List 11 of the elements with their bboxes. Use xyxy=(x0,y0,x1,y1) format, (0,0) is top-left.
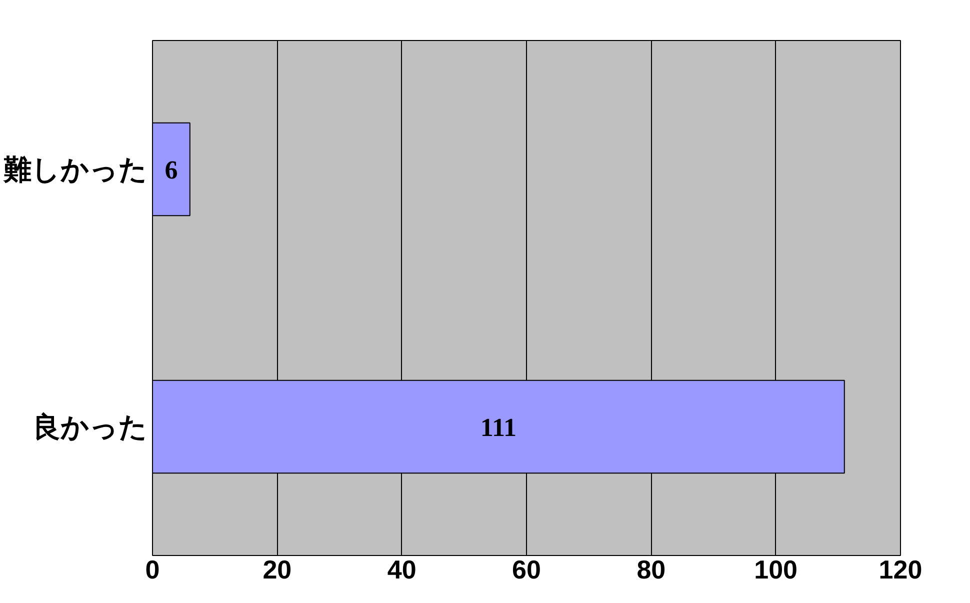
data-label: 6 xyxy=(164,155,178,184)
x-tick-label: 0 xyxy=(145,554,160,584)
x-tick-label: 60 xyxy=(512,554,541,584)
x-tick-label: 100 xyxy=(754,554,798,584)
x-tick-label: 80 xyxy=(636,554,666,584)
x-tick-label: 20 xyxy=(262,554,292,584)
y-tick-label: 良かった xyxy=(32,411,148,442)
data-label: 111 xyxy=(480,412,517,442)
x-tick-label: 120 xyxy=(878,554,922,584)
x-tick-label: 40 xyxy=(387,554,416,584)
y-tick-label: 難しかった xyxy=(2,154,148,185)
